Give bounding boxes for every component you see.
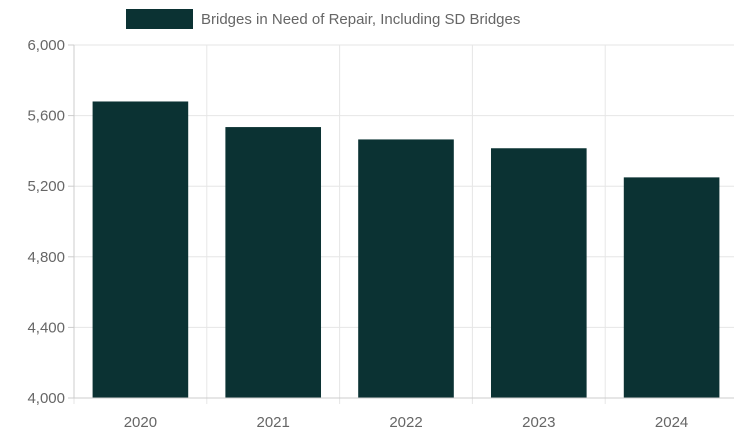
- legend-label: Bridges in Need of Repair, Including SD …: [201, 11, 520, 28]
- legend-swatch: [126, 9, 193, 29]
- y-tick-label: 4,000: [27, 390, 65, 407]
- x-axis-ticks: 2020 2021 2022 2023 2024: [124, 414, 689, 431]
- y-tick-label: 4,400: [27, 319, 65, 336]
- x-tick-label: 2024: [655, 414, 688, 431]
- x-tick-label: 2020: [124, 414, 157, 431]
- y-tick-label: 5,600: [27, 108, 65, 125]
- y-tick-label: 6,000: [27, 37, 65, 54]
- y-tick-label: 4,800: [27, 249, 65, 266]
- axes: [73, 45, 734, 399]
- x-tick-label: 2022: [389, 414, 422, 431]
- bar-2022[interactable]: [358, 139, 454, 399]
- legend[interactable]: Bridges in Need of Repair, Including SD …: [126, 9, 520, 29]
- y-tick-label: 5,200: [27, 178, 65, 195]
- bar-2023[interactable]: [490, 148, 587, 398]
- y-axis-ticks: 4,000 4,400 4,800 5,200 5,600 6,000: [27, 37, 74, 407]
- bar-2021[interactable]: [225, 127, 322, 398]
- x-tick-label: 2021: [257, 414, 290, 431]
- bar-2020[interactable]: [92, 101, 189, 398]
- bar-2024[interactable]: [623, 177, 720, 398]
- x-tick-label: 2023: [522, 414, 555, 431]
- bars: [92, 101, 720, 399]
